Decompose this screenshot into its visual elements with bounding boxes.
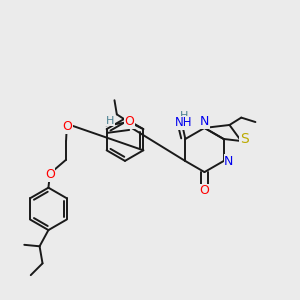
Text: N: N xyxy=(224,154,234,167)
Text: S: S xyxy=(240,132,249,146)
Text: O: O xyxy=(62,120,72,133)
Text: N: N xyxy=(200,115,209,128)
Text: NH: NH xyxy=(175,116,193,129)
Text: O: O xyxy=(45,168,55,181)
Text: O: O xyxy=(124,115,134,128)
Text: O: O xyxy=(200,184,209,197)
Text: H: H xyxy=(180,111,188,121)
Text: H: H xyxy=(106,116,114,126)
